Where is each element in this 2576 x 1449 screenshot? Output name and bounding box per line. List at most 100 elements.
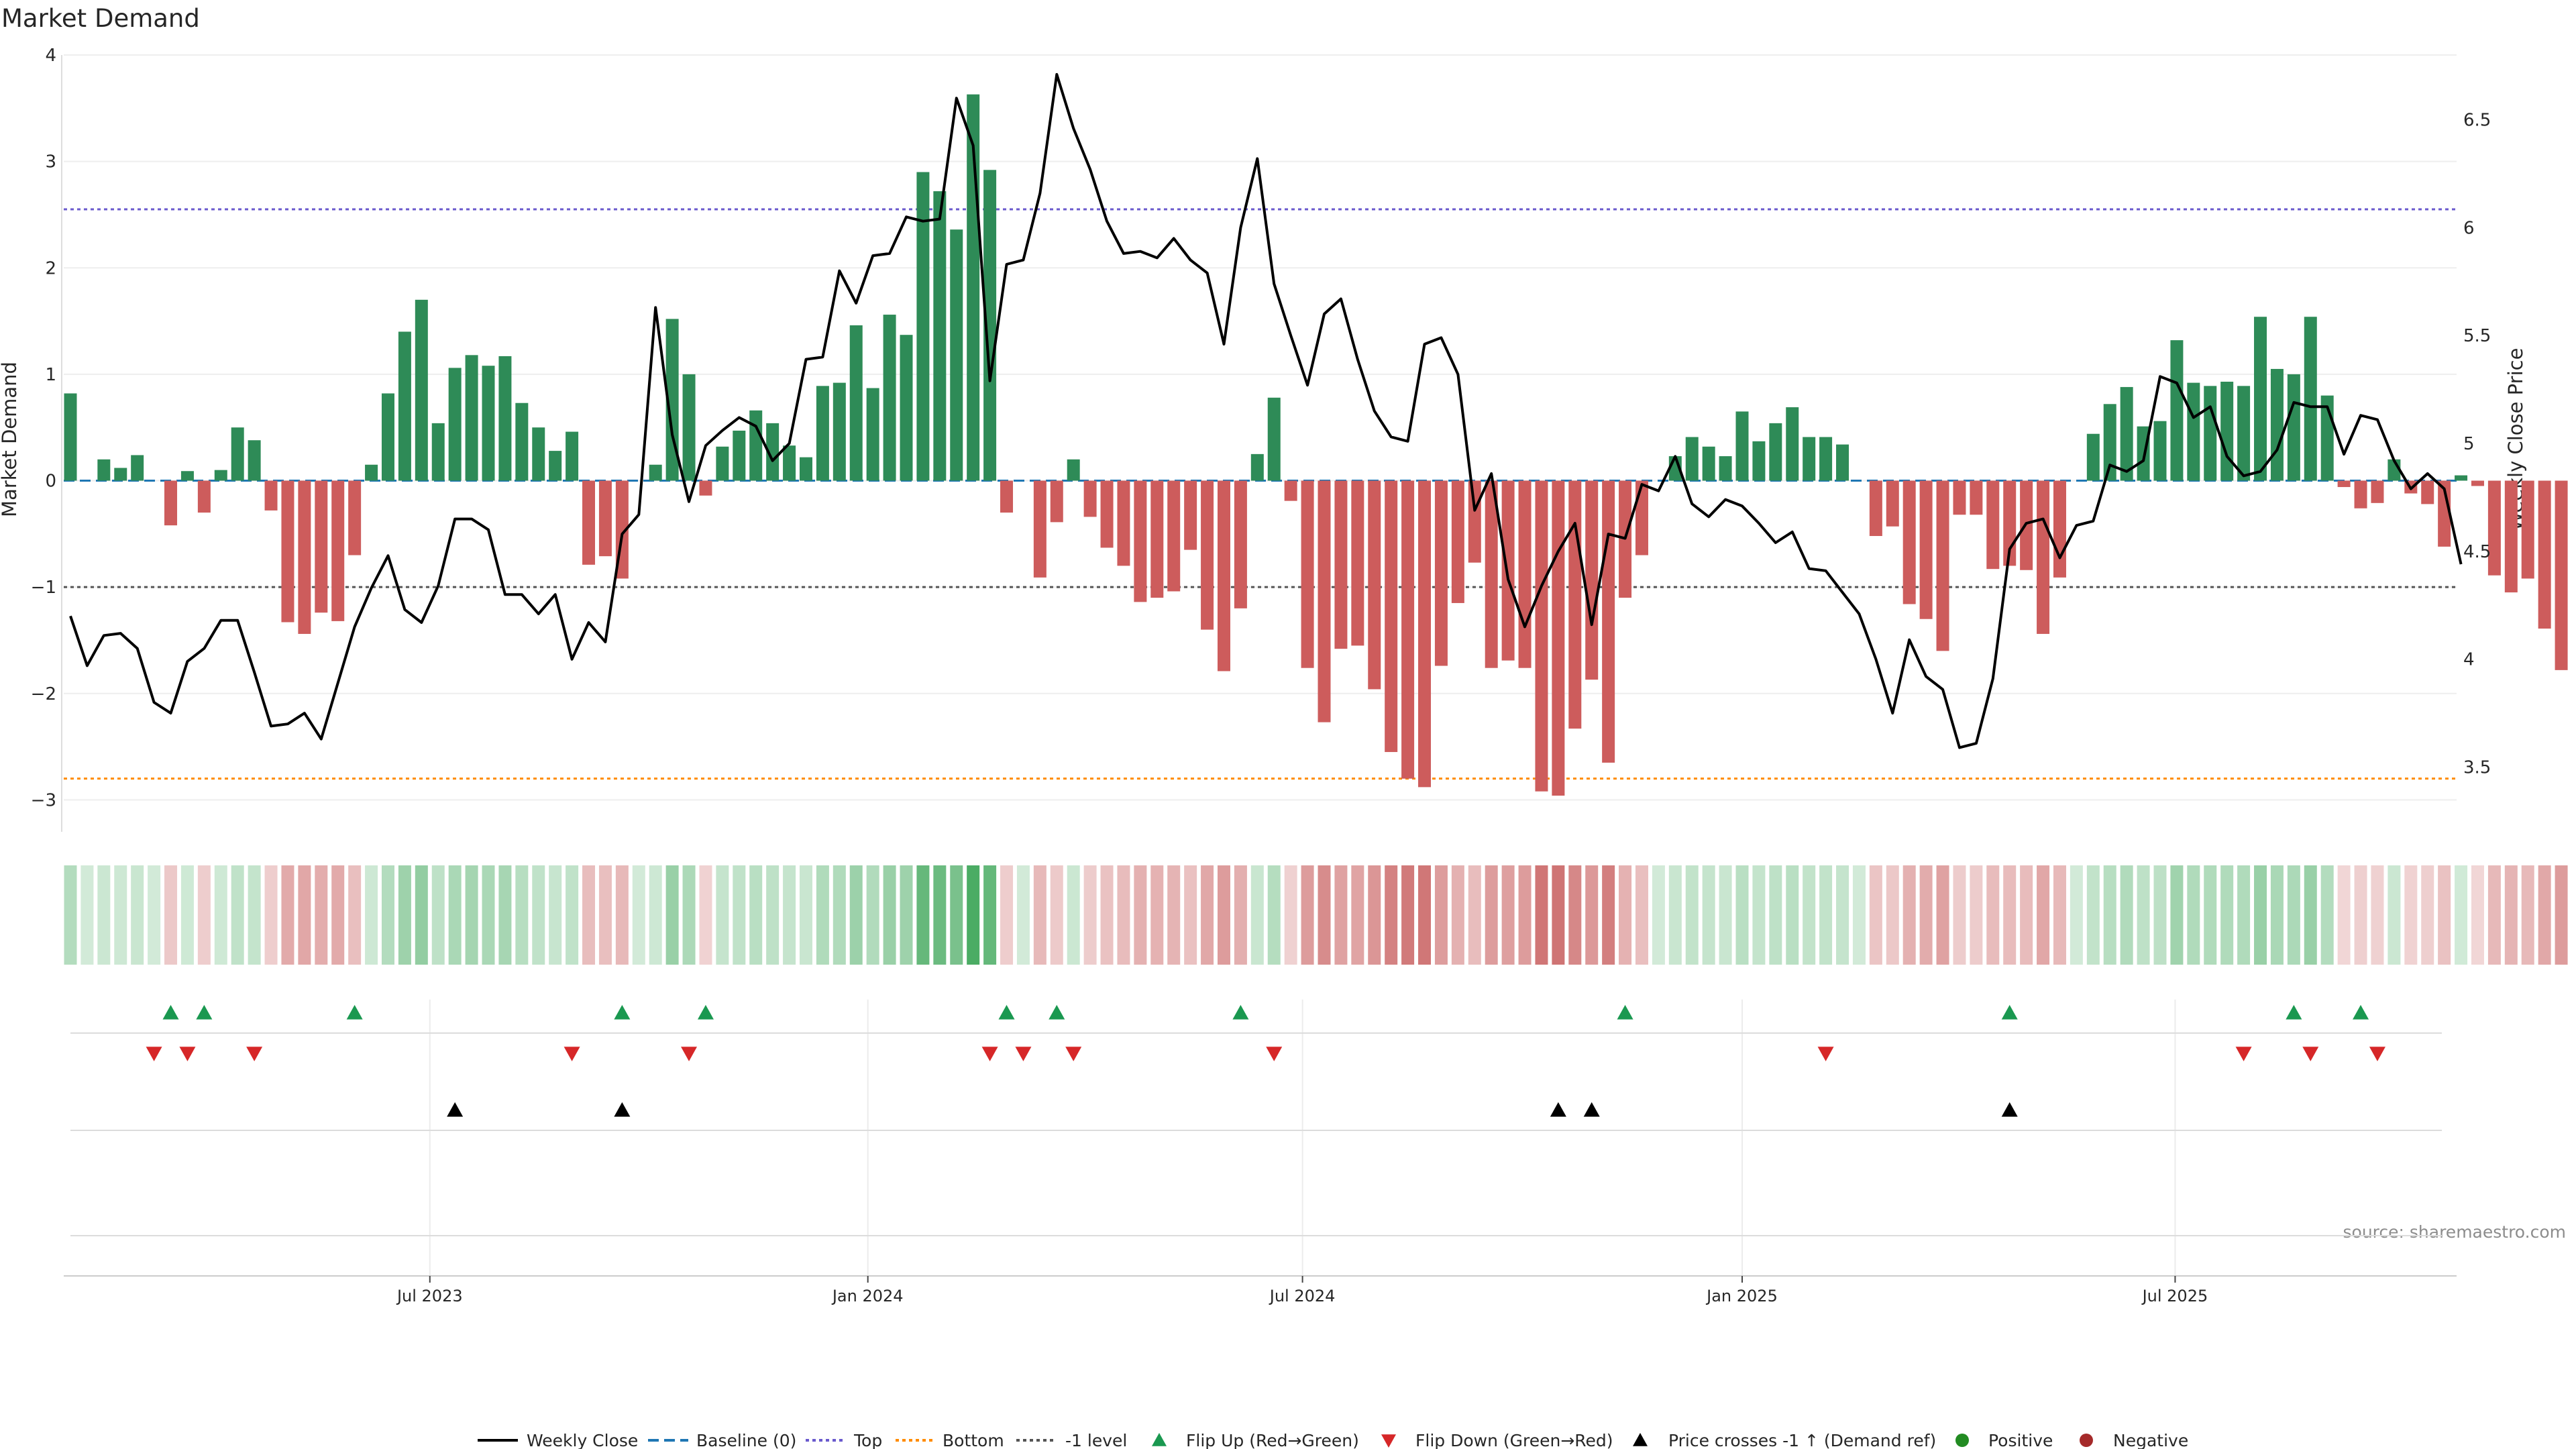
demand-bar-130 xyxy=(2237,386,2251,481)
source-label: source: sharemaestro.com xyxy=(2343,1222,2567,1242)
demand-bar-101 xyxy=(1752,441,1766,481)
heat-cell-133 xyxy=(2287,865,2300,965)
heat-cell-100 xyxy=(1735,865,1749,965)
demand-bar-128 xyxy=(2204,386,2217,481)
heat-cell-36 xyxy=(665,865,679,965)
heat-cell-122 xyxy=(2103,865,2116,965)
demand-bar-80 xyxy=(1401,480,1415,779)
heat-cell-87 xyxy=(1518,865,1532,965)
demand-bar-111 xyxy=(1919,480,1933,619)
demand-bar-74 xyxy=(1301,480,1314,668)
heat-cell-52 xyxy=(933,865,947,965)
flip-up-marker-8 xyxy=(1617,1005,1633,1020)
demand-bar-31 xyxy=(582,480,596,565)
y-tick-label-2: 2 xyxy=(45,258,56,278)
heat-cell-89 xyxy=(1552,865,1565,965)
demand-bar-16 xyxy=(331,480,345,621)
heat-cell-7 xyxy=(180,865,194,965)
demand-bar-25 xyxy=(482,366,495,481)
heat-cell-125 xyxy=(2153,865,2167,965)
demand-bar-29 xyxy=(549,451,562,481)
heat-cell-137 xyxy=(2354,865,2367,965)
flip-up-marker-1 xyxy=(196,1005,213,1020)
demand-bar-146 xyxy=(2504,480,2518,593)
heat-cell-123 xyxy=(2120,865,2133,965)
heat-cell-59 xyxy=(1050,865,1063,965)
demand-bar-94 xyxy=(1635,480,1648,555)
heat-cell-6 xyxy=(164,865,178,965)
heat-cell-139 xyxy=(2387,865,2401,965)
demand-bar-109 xyxy=(1886,480,1899,527)
demand-bar-6 xyxy=(164,480,178,526)
heat-cell-62 xyxy=(1100,865,1114,965)
flip-down-marker-10 xyxy=(2235,1046,2252,1061)
heat-cell-30 xyxy=(566,865,579,965)
demand-bar-65 xyxy=(1150,480,1164,598)
heat-cell-42 xyxy=(766,865,780,965)
legend-label-5: Flip Up (Red→Green) xyxy=(1186,1431,1359,1449)
flip-up-marker-10 xyxy=(2286,1005,2302,1020)
legend-label-7: Price crosses -1 ↑ (Demand ref) xyxy=(1668,1431,1936,1449)
heat-cell-67 xyxy=(1184,865,1197,965)
demand-bar-28 xyxy=(532,427,545,481)
heat-cell-20 xyxy=(398,865,411,965)
demand-bar-17 xyxy=(348,480,362,555)
y-tick-label-6: −2 xyxy=(31,684,56,704)
flip-down-marker-7 xyxy=(1065,1046,1082,1061)
heat-cell-28 xyxy=(532,865,545,965)
flip-up-marker-2 xyxy=(346,1005,363,1020)
flip-up-marker-7 xyxy=(1232,1005,1249,1020)
heat-cell-8 xyxy=(197,865,211,965)
flip-up-marker-0 xyxy=(162,1005,179,1020)
legend-label-0: Weekly Close xyxy=(527,1431,638,1449)
heat-cell-84 xyxy=(1468,865,1481,965)
demand-bar-133 xyxy=(2287,374,2300,481)
demand-bar-43 xyxy=(783,445,796,481)
demand-bar-73 xyxy=(1284,480,1297,501)
heat-cell-48 xyxy=(866,865,879,965)
flip-up-marker-6 xyxy=(1049,1005,1065,1020)
demand-bar-53 xyxy=(950,229,963,481)
demand-bar-0 xyxy=(64,393,77,481)
demand-bar-89 xyxy=(1552,480,1565,796)
heat-cell-51 xyxy=(916,865,930,965)
demand-bar-148 xyxy=(2538,480,2551,629)
heat-cell-103 xyxy=(1786,865,1799,965)
y-axis-label: Market Demand xyxy=(0,362,21,517)
heat-cell-0 xyxy=(64,865,77,965)
demand-bar-42 xyxy=(766,423,780,481)
demand-bar-67 xyxy=(1184,480,1197,550)
legend-swatch-5 xyxy=(1152,1433,1167,1446)
demand-bar-75 xyxy=(1318,480,1331,722)
heat-cell-19 xyxy=(381,865,394,965)
legend-swatch-9 xyxy=(2080,1434,2093,1447)
demand-bar-12 xyxy=(264,480,278,511)
demand-bar-77 xyxy=(1351,480,1364,646)
heat-cell-71 xyxy=(1250,865,1264,965)
demand-bar-24 xyxy=(465,355,478,481)
heat-cell-115 xyxy=(1986,865,2000,965)
demand-bar-92 xyxy=(1602,480,1615,763)
demand-bar-32 xyxy=(598,480,612,557)
demand-bar-113 xyxy=(1953,480,1966,515)
heat-cell-104 xyxy=(1803,865,1816,965)
y2-tick-label-5: 4 xyxy=(2463,650,2475,670)
heat-cell-31 xyxy=(582,865,596,965)
demand-bar-87 xyxy=(1518,480,1532,668)
demand-bar-144 xyxy=(2471,480,2484,486)
heat-cell-149 xyxy=(2555,865,2568,965)
heat-cell-138 xyxy=(2371,865,2384,965)
heat-cell-21 xyxy=(415,865,428,965)
heat-cell-105 xyxy=(1819,865,1833,965)
flip-down-marker-6 xyxy=(1015,1046,1032,1061)
demand-bar-47 xyxy=(849,325,863,481)
heat-cell-14 xyxy=(298,865,311,965)
heat-cell-23 xyxy=(448,865,462,965)
y2-tick-label-4: 4.5 xyxy=(2463,542,2491,562)
heat-cell-63 xyxy=(1117,865,1130,965)
demand-bar-131 xyxy=(2254,317,2267,481)
demand-bar-26 xyxy=(498,356,512,481)
demand-bar-38 xyxy=(699,480,712,496)
demand-bar-15 xyxy=(315,480,328,613)
